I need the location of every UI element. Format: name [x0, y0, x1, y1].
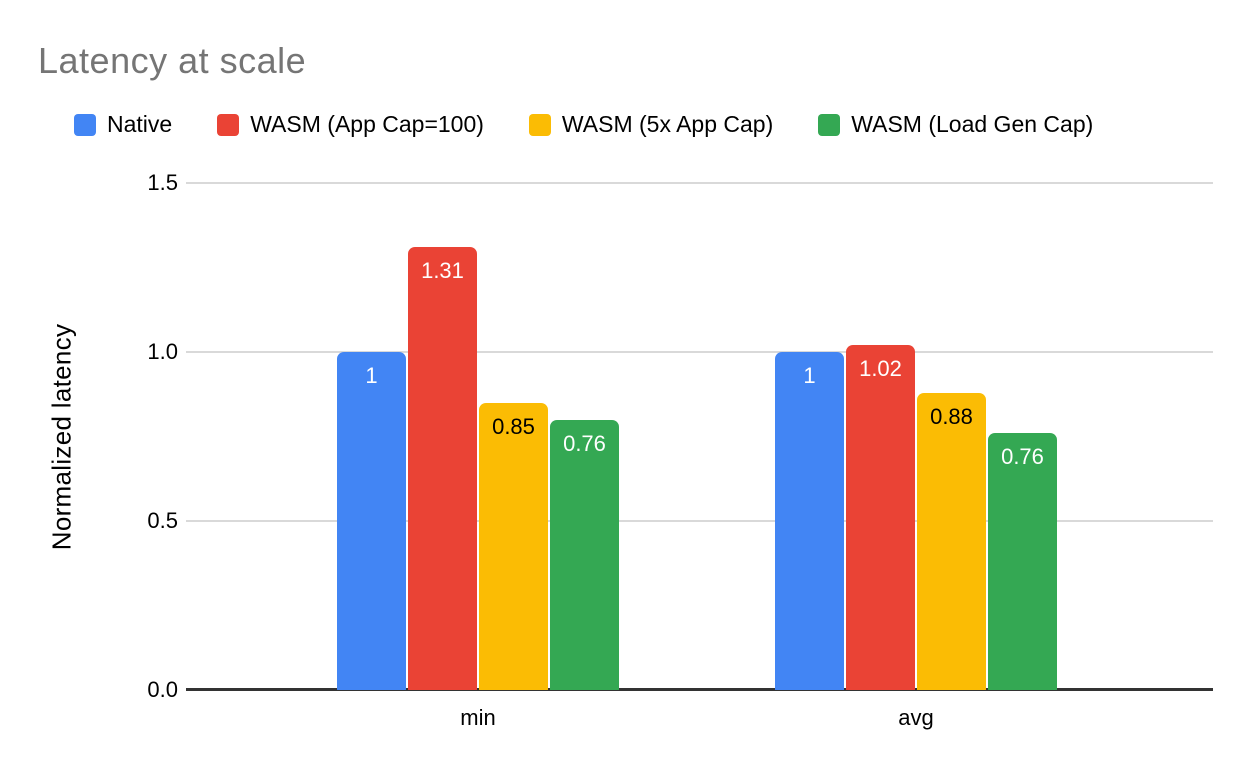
bar-avg-wasm-load-gen-cap: 0.76 — [988, 433, 1057, 690]
y-axis-title: Normalized latency — [46, 323, 77, 551]
legend-color-swatch — [818, 113, 841, 136]
bar-avg-wasm-5x-app-cap: 0.88 — [917, 392, 986, 690]
x-category-label-min: min — [460, 705, 496, 730]
legend-color-swatch — [74, 113, 96, 136]
bar-min-wasm-load-gen-cap: 0.76 — [550, 419, 619, 690]
y-tick-label: 0.0 — [147, 677, 178, 702]
bar-value-label: 0.76 — [563, 430, 606, 456]
legend-color-swatch — [528, 113, 551, 136]
legend-item-wasm-5x-app-cap: WASM (5x App Cap) — [528, 111, 774, 138]
chart-title: Latency at scale — [38, 40, 307, 81]
y-tick-label: 0.5 — [147, 508, 178, 533]
x-axis-baseline — [186, 688, 1213, 691]
x-category-label-avg: avg — [898, 705, 934, 730]
legend-color-swatch — [217, 113, 240, 136]
bar-avg-native: 1 — [775, 352, 844, 690]
bar-min-wasm-5x-app-cap: 0.85 — [479, 402, 548, 690]
bar-value-label: 0.76 — [1001, 444, 1044, 470]
legend-item-wasm-load-gen-cap: WASM (Load Gen Cap) — [818, 111, 1093, 138]
bar-value-label: 1 — [365, 363, 378, 388]
bar-value-label: 1.31 — [421, 258, 464, 284]
gridline — [186, 182, 1213, 184]
gridline — [186, 351, 1213, 353]
legend-item-wasm-app-cap-100: WASM (App Cap=100) — [217, 111, 484, 138]
bar-value-label: 0.85 — [492, 413, 535, 439]
legend-label: WASM (Load Gen Cap) — [851, 111, 1094, 137]
bar-value-label: 0.88 — [930, 403, 973, 429]
gridline — [186, 520, 1213, 522]
bar-value-label: 1 — [803, 363, 816, 388]
y-tick-label: 1.5 — [147, 170, 178, 195]
y-tick-label: 1.0 — [147, 339, 178, 364]
bar-avg-wasm-app-cap-100: 1.02 — [846, 345, 915, 690]
legend-label: Native — [107, 111, 173, 137]
bar-min-wasm-app-cap-100: 1.31 — [408, 247, 477, 690]
chart-legend: Native WASM (App Cap=100) WASM (5x App Cap… — [74, 111, 1093, 138]
legend-label: WASM (App Cap=100) — [250, 111, 484, 137]
legend-item-native: Native — [74, 111, 172, 138]
bar-min-native: 1 — [337, 352, 406, 690]
bar-value-label: 1.02 — [859, 356, 902, 382]
legend-label: WASM (5x App Cap) — [561, 111, 774, 137]
